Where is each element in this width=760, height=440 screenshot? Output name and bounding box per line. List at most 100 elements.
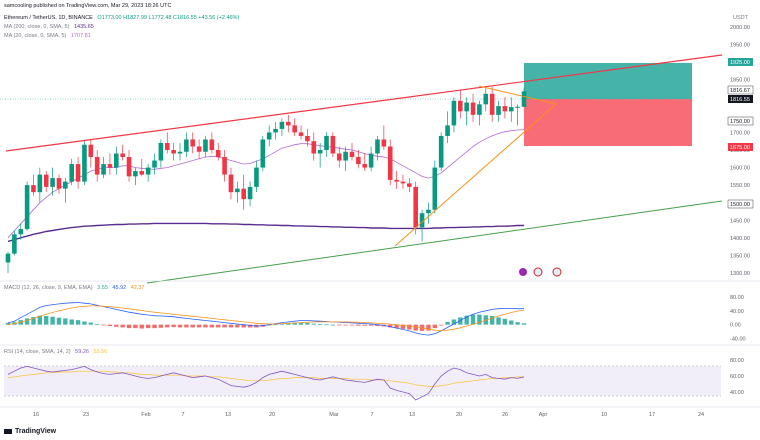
macd-histogram-bar <box>496 317 501 325</box>
macd-histogram-bar <box>5 322 11 325</box>
ma20-legend[interactable]: MA (20, close, 0, SMA, 5) 1707.81 <box>4 33 94 40</box>
candle-body <box>349 151 355 158</box>
candle-body <box>69 164 75 182</box>
macd-histogram-bar <box>470 314 476 325</box>
target-zone[interactable] <box>524 63 692 99</box>
tag-stop: 1675.00 <box>728 143 753 151</box>
macd-legend[interactable]: MACD (12, 26, close, 9, EMA, EMA) 3.55 4… <box>4 285 147 292</box>
macd-histogram-bar <box>445 321 450 325</box>
macd-histogram-bar <box>324 324 329 326</box>
candle-body <box>82 144 87 182</box>
macd-line <box>7 302 524 336</box>
macd-histogram-bar <box>458 317 463 325</box>
ma200-legend[interactable]: MA (200, close, 0, SMA, 5) 1435.65 <box>4 24 97 31</box>
macd-signal-line <box>7 305 525 332</box>
candle-body <box>483 93 489 105</box>
rsi-axis[interactable]: 80.00 60.00 40.00 <box>730 358 744 396</box>
macd-histogram-bar <box>114 324 119 327</box>
time-axis-label: 23 <box>83 412 89 418</box>
macd-histogram-bar <box>317 323 323 325</box>
upper-trendline[interactable] <box>5 54 723 152</box>
rsi-legend[interactable]: RSI (14, close, SMA, 14, 2) 59.26 59.56 <box>4 349 110 356</box>
lower-trendline[interactable] <box>146 200 723 284</box>
macd-histogram-bar <box>37 315 43 325</box>
macd-histogram-bar <box>438 324 444 326</box>
time-axis-label: 20 <box>269 412 275 418</box>
symbol-line[interactable]: Ethereum / TetherUS, 1D, BINANCE O1773.0… <box>4 15 242 22</box>
rsi-label: RSI (14, close, SMA, 14, 2) <box>4 349 71 355</box>
candle-body <box>107 164 113 168</box>
time-axis[interactable]: 16 23 Feb 7 13 20 Mar 7 13 20 26 Apr 10 17 24 <box>33 412 704 418</box>
macd-histogram <box>5 314 527 331</box>
price-axis-label: 1950.00 <box>730 43 750 49</box>
publisher-line: samcooling published on TradingView.com,… <box>4 3 174 10</box>
ma200-label: MA (200, close, 0, SMA, 5) <box>4 24 70 30</box>
price-axis-label: 1300.00 <box>730 271 750 277</box>
symbol-text[interactable]: Ethereum / TetherUS, 1D, BINANCE <box>4 15 93 21</box>
candle-body <box>381 139 387 147</box>
candle-body <box>24 185 30 230</box>
candle-body <box>368 153 374 168</box>
macd-histogram-bar <box>298 322 304 325</box>
us-flag-icon[interactable] <box>533 267 543 277</box>
candlestick-series <box>5 86 527 273</box>
time-axis-label: 16 <box>33 412 39 418</box>
candle-body <box>508 107 514 112</box>
macd-histogram-bar <box>126 324 132 329</box>
macd-histogram-bar <box>152 324 157 329</box>
macd-histogram-bar <box>375 324 380 327</box>
candle-body <box>171 150 176 154</box>
candle-body <box>343 151 348 161</box>
candle-body <box>362 164 368 168</box>
time-axis-label: Mar <box>329 412 339 418</box>
tradingview-logo[interactable]: TradingView <box>4 428 56 435</box>
candle-body <box>254 167 259 187</box>
candle-body <box>496 106 501 115</box>
candle-body <box>489 93 495 115</box>
candle-body <box>324 135 329 150</box>
macd-axis-label: 40.00 <box>730 309 744 315</box>
price-axis-label: 1700.00 <box>730 130 750 136</box>
tag-last-high: 1816.67 <box>727 85 754 95</box>
macd-histogram-bar <box>388 324 393 328</box>
candle-body <box>43 174 49 187</box>
candle-body <box>101 164 106 175</box>
candle-body <box>305 135 310 142</box>
rsi-value-2: 59.56 <box>93 349 108 355</box>
candle-body <box>139 171 145 175</box>
tag-last-high-text: 1816.67 <box>730 88 750 94</box>
macd-histogram-bar <box>133 324 138 329</box>
macd-value-1: 3.55 <box>97 285 108 291</box>
candle-body <box>477 104 482 115</box>
macd-histogram-bar <box>407 324 412 330</box>
time-axis-label: 10 <box>601 412 607 418</box>
event-icon[interactable] <box>519 268 527 276</box>
candle-body <box>75 164 81 182</box>
macd-histogram-bar <box>56 317 62 325</box>
time-axis-label: 13 <box>409 412 415 418</box>
candle-body <box>394 179 399 182</box>
tradingview-logo-text: TradingView <box>15 428 57 435</box>
time-axis-label: 17 <box>649 412 655 418</box>
macd-histogram-bar <box>477 314 482 325</box>
candle-body <box>50 178 55 187</box>
macd-histogram-bar <box>222 324 227 328</box>
macd-histogram-bar <box>196 324 202 328</box>
candle-body <box>438 135 444 168</box>
tag-target: 1925.00 <box>728 58 753 66</box>
macd-histogram-bar <box>330 324 336 326</box>
us-flag-icon[interactable] <box>552 267 562 277</box>
macd-axis-label: -40.00 <box>730 337 746 343</box>
macd-axis[interactable]: 80.00 40.00 0.00 -40.00 <box>730 295 746 343</box>
macd-line-path <box>7 302 524 336</box>
time-axis-label: 7 <box>181 412 184 418</box>
candle-body <box>445 125 450 136</box>
triangle-pattern[interactable] <box>394 85 558 247</box>
candle-body <box>184 139 189 152</box>
candle-body <box>209 139 215 150</box>
macd-histogram-bar <box>190 324 195 328</box>
candle-body <box>5 253 11 263</box>
time-axis-label: 26 <box>502 412 508 418</box>
stop-zone[interactable] <box>524 99 692 146</box>
